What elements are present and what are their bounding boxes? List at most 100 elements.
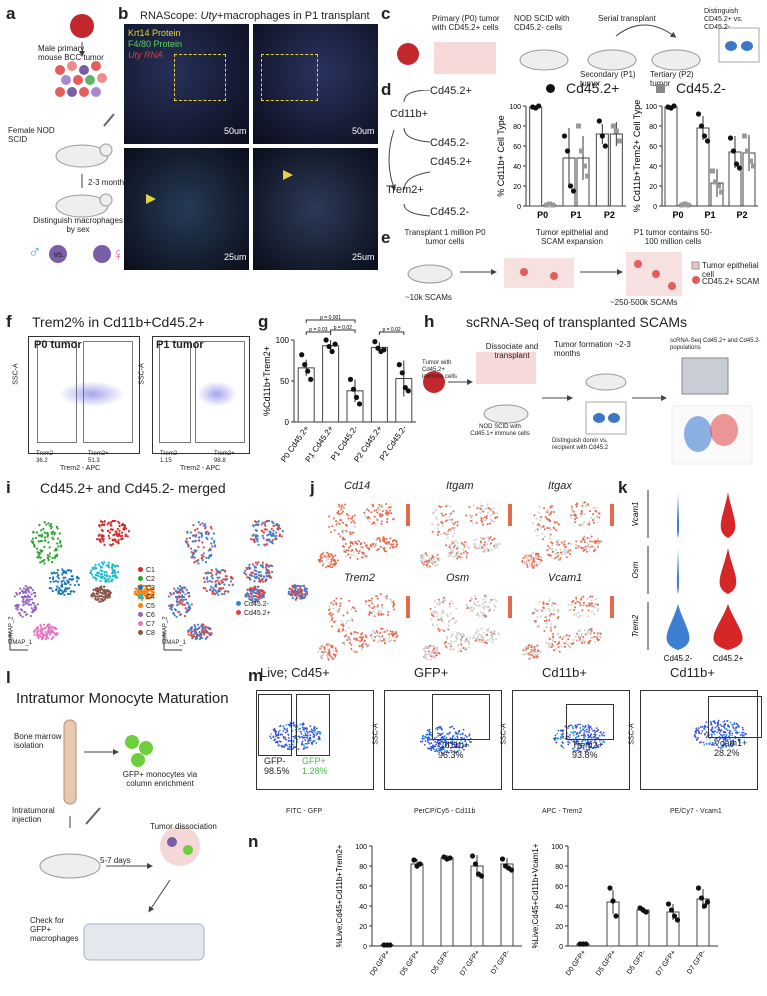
violin-group-label: Cd45.2- <box>664 654 693 663</box>
f-p0-label: P0 tumor <box>34 339 82 351</box>
f-ylab-2: SSC-A <box>138 363 146 385</box>
cluster-label: C8 <box>146 630 155 637</box>
legend-swatch <box>138 603 143 608</box>
l-inj: Intratumoral injection <box>12 806 55 825</box>
y-tick-label: 20 <box>359 924 367 931</box>
flow-plot-icon <box>718 27 760 63</box>
color-scale-bar <box>610 596 614 618</box>
x-tick-label: D0 GFP+ <box>565 949 588 977</box>
e-n10k: ~10k SCAMs <box>405 293 452 302</box>
chart-n-left: 0 20 40 60 80 100 %Live;Cd45+Cd11b+Trem2+ D0 GF… <box>335 844 522 977</box>
violin <box>676 548 680 594</box>
c-primary: Primary (P0) tumor with CD45.2+ cells <box>432 14 500 33</box>
l-title: Intratumor Monocyte Maturation <box>16 690 229 707</box>
f-p1-neg-val: 1.15 <box>160 458 172 464</box>
data-point <box>665 901 672 907</box>
data-point <box>570 188 577 194</box>
f-p1-neg: Trem2- <box>160 451 180 457</box>
arrowhead-icon <box>146 194 156 204</box>
data-point <box>610 123 616 129</box>
svg-text:♀: ♀ <box>112 244 120 264</box>
y-tick-label: 100 <box>645 104 657 111</box>
color-scale-bar <box>508 504 512 526</box>
panel-d-diagram <box>388 90 431 217</box>
panel-label-i: i <box>6 478 11 497</box>
gate-ylabel: SSC-A <box>628 723 636 745</box>
y-axis-label: % Cd11b+ Cell Type <box>496 115 506 196</box>
cluster-label: C2 <box>146 576 155 583</box>
data-point <box>536 103 542 109</box>
legend-swatch <box>236 601 241 606</box>
scale-bar-label-3: 25um <box>224 252 247 262</box>
y-tick-label: 20 <box>649 184 657 191</box>
data-point <box>616 138 622 144</box>
h-tumor: Tumor with Cd45.2+ immune cells <box>422 360 458 380</box>
d-cd45-neg-2: Cd45.2- <box>430 206 470 218</box>
x-tick-label: D0 GFP+ <box>369 949 392 977</box>
cluster-legend-item: C4 <box>138 593 155 602</box>
flow-plot <box>512 690 630 790</box>
color-scale-bar <box>406 596 410 618</box>
bar <box>636 909 650 947</box>
a-dist-text: Distinguish macrophages by sex <box>33 216 123 235</box>
feature-plot-title: Cd14 <box>344 480 371 492</box>
flow-plot <box>256 690 374 790</box>
y-tick-label: 100 <box>551 844 563 851</box>
f-title: Trem2% in Cd11b+Cd45.2+ <box>32 314 205 330</box>
y-tick-label: 100 <box>355 844 367 851</box>
scale-bar-label: 50um <box>224 126 247 136</box>
f-p0-pos-val: 51.3 <box>88 458 100 464</box>
panel-c-schematic <box>397 24 760 74</box>
e-expansion: Tumor epithelial and SCAM expansion <box>535 228 609 247</box>
feature-plot <box>521 501 614 569</box>
gate-label: Cd11b+ 96.3% <box>438 740 470 761</box>
feature-plot-title: Vcam1 <box>548 572 583 584</box>
group-legend-item: Cd45.2- <box>236 600 271 609</box>
scale-bar-label-4: 25um <box>352 252 375 262</box>
f-p0-pos: Trem2+ <box>88 451 109 457</box>
gate-xlabel: PE/Cy7 - Vcam1 <box>670 808 722 815</box>
data-point <box>733 161 740 167</box>
c-tertiary: Tertiary (P2) tumor <box>650 70 694 88</box>
chart-d-right: 0 20 40 60 80 100% Cd11b+Trem2+ Cell Type P0 P1… <box>632 100 758 220</box>
panel-a-schematic: ♂ ♀ <box>28 14 120 264</box>
data-point <box>745 148 750 154</box>
x-tick-label: P0 <box>672 210 683 220</box>
data-point <box>561 133 568 139</box>
data-point <box>323 337 329 343</box>
panel-label-n: n <box>248 832 259 851</box>
umap-groups <box>163 519 308 651</box>
data-point <box>305 368 311 374</box>
macrophage-icon <box>49 245 67 263</box>
c-host: NOD SCID with CD45.2- cells <box>514 14 570 33</box>
c-secondary: Secondary (P1) tumor <box>580 70 636 89</box>
data-point <box>579 148 584 154</box>
legend-swatch <box>138 585 143 590</box>
y-tick-label: 20 <box>555 924 563 931</box>
data-point <box>308 376 314 382</box>
p-value-label: p = 0.001 <box>320 315 341 321</box>
gate-box <box>566 704 614 740</box>
data-point <box>671 913 678 919</box>
feature-plot <box>522 594 614 660</box>
violin-gene-label: Osm <box>631 561 640 578</box>
a-tumor-text: Male primary mouse BCC tumor <box>38 44 104 63</box>
data-point <box>402 384 408 391</box>
e-legend-2: CD45.2+ SCAM <box>702 277 760 286</box>
y-axis-label: % Cd11b+Trem2+ Cell Type <box>632 100 642 212</box>
data-point <box>550 202 556 208</box>
x-tick-label: D7 GFP- <box>686 949 708 976</box>
data-point <box>326 343 332 350</box>
y-tick-label: 40 <box>555 904 563 911</box>
y-axis-label: %Live;Cd45+Cd11b+Vcam1+ <box>531 843 540 948</box>
data-point <box>607 885 613 891</box>
data-point <box>599 133 605 139</box>
violin <box>720 492 736 538</box>
cluster-label: C6 <box>146 612 155 619</box>
data-point <box>751 163 756 169</box>
cluster-legend-item: C5 <box>138 602 155 611</box>
feature-plot-title: Itgax <box>548 480 572 492</box>
umap1-label-2: UMAP_1 <box>162 640 187 646</box>
a-vs-text: vs. <box>54 250 65 259</box>
